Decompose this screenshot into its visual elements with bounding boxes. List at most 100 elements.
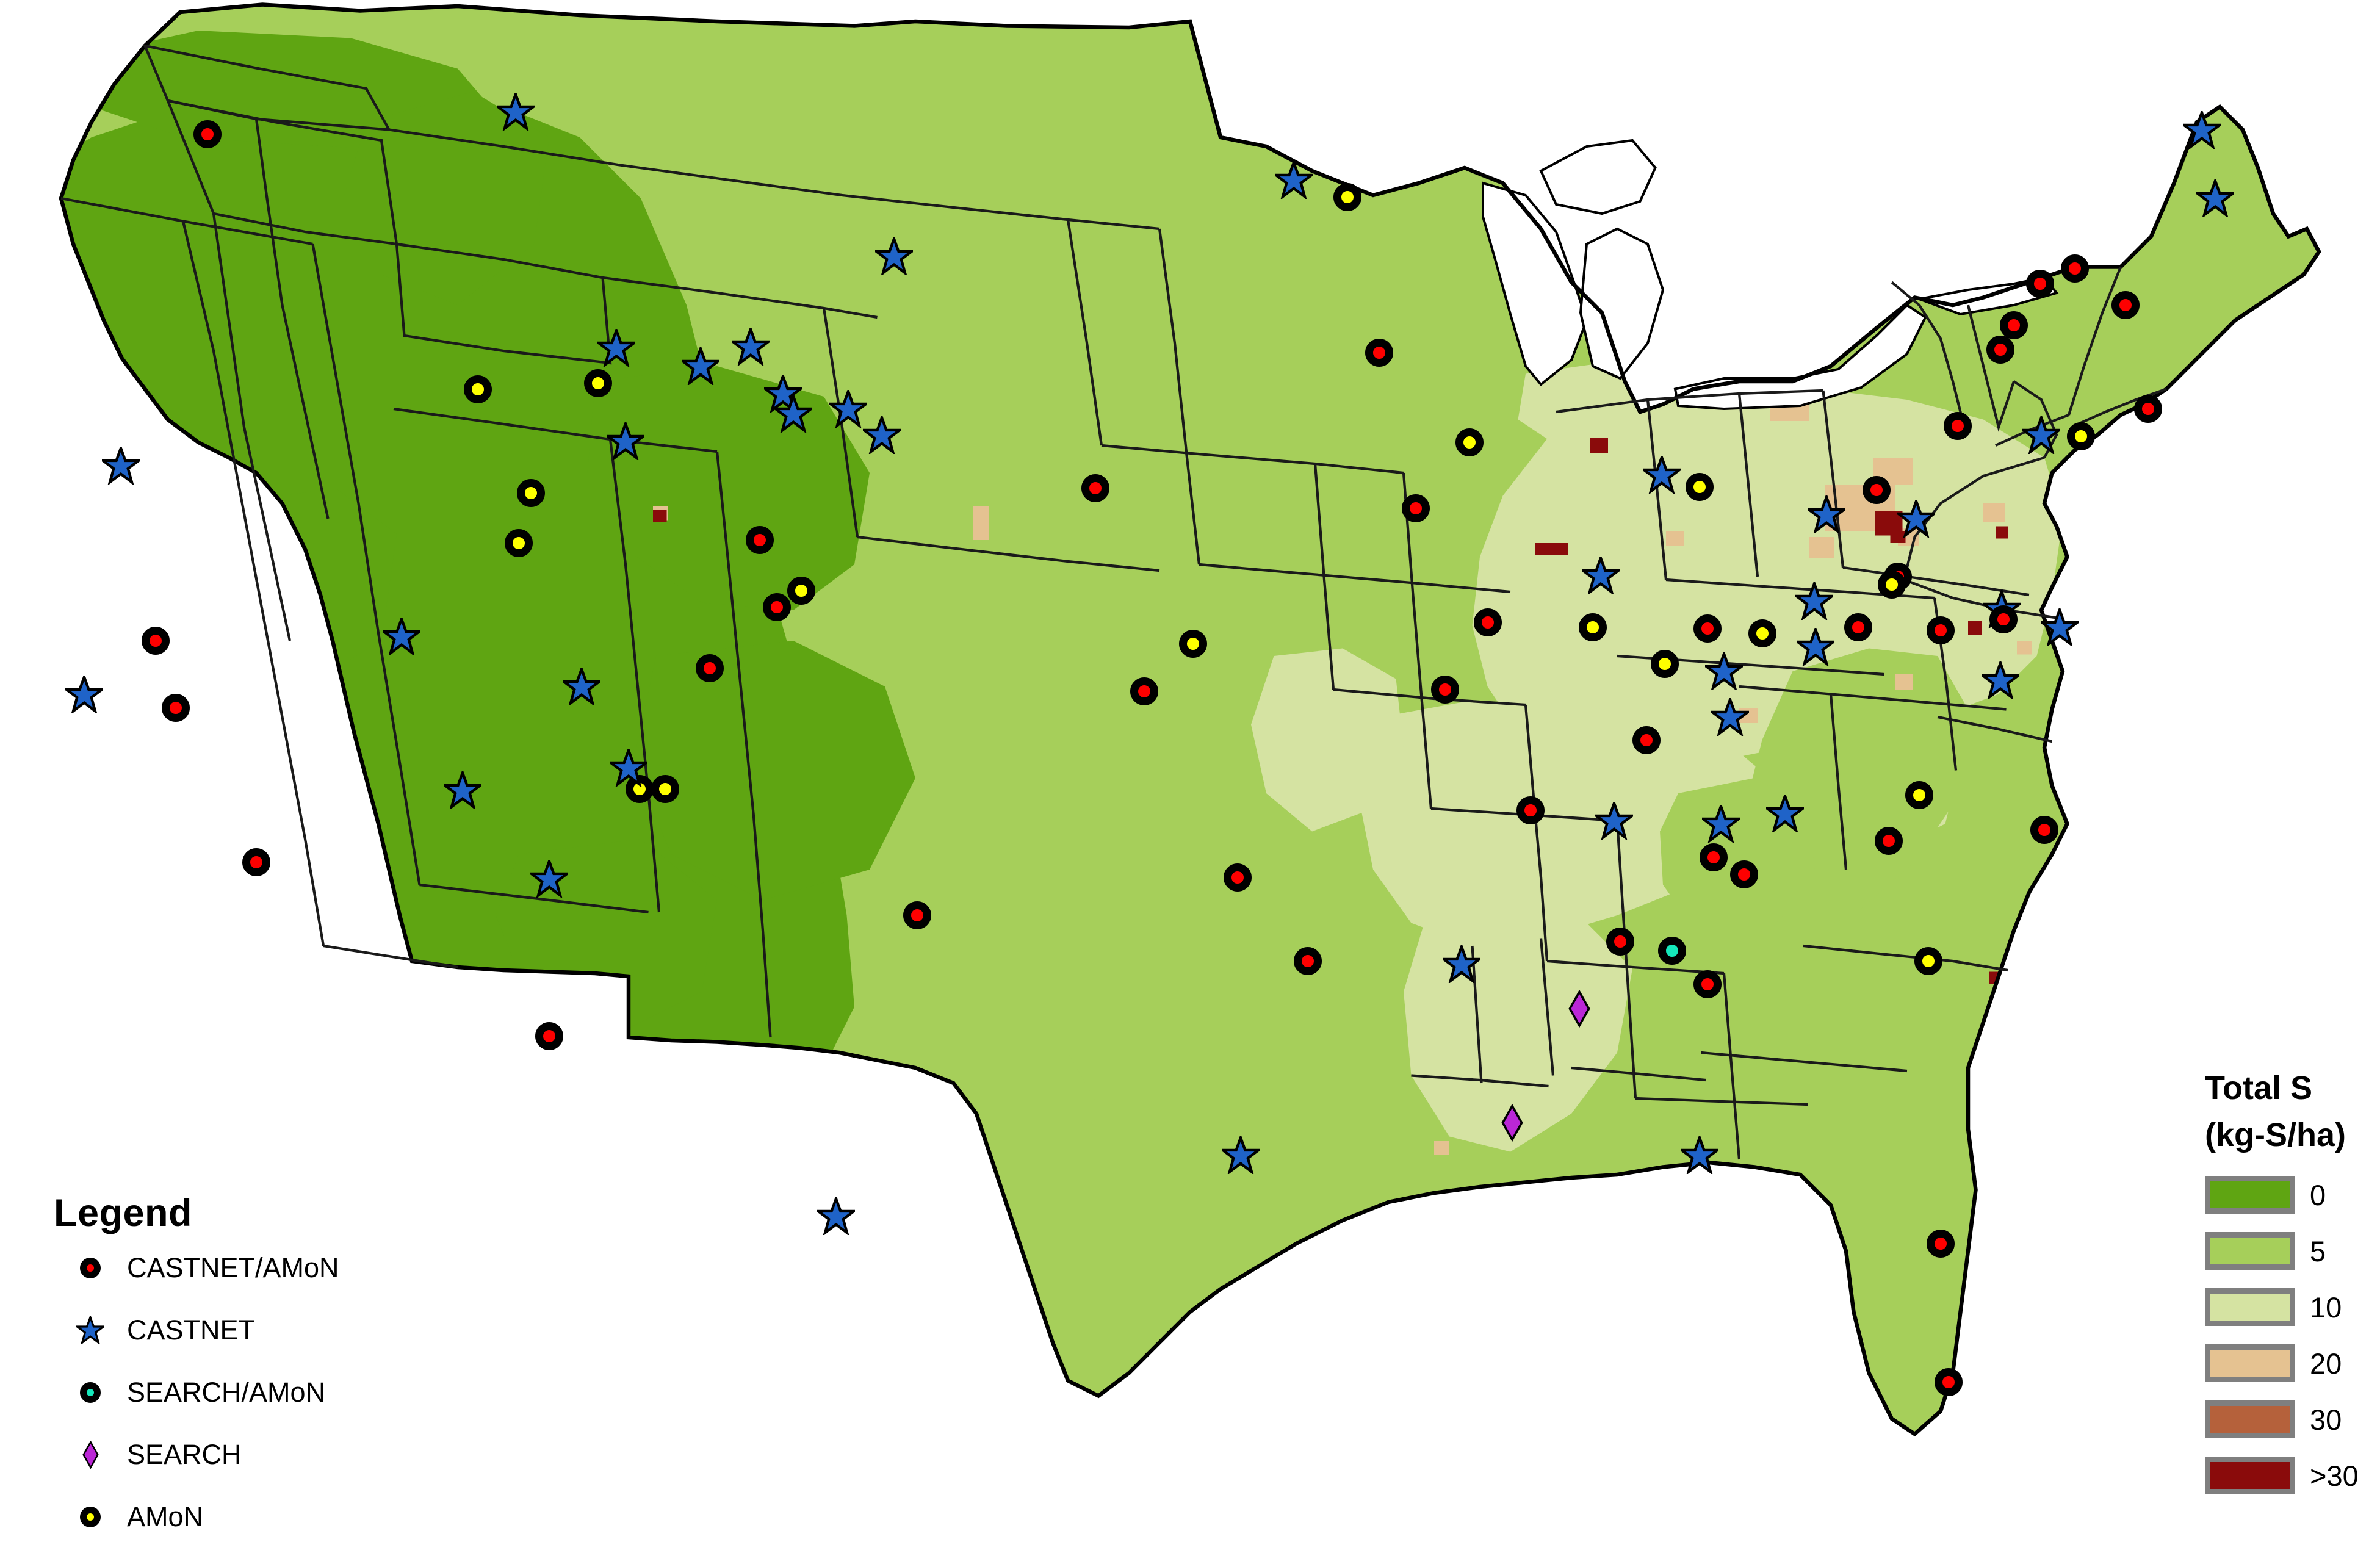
amon-circle-marker[interactable]	[1878, 570, 1906, 599]
color-scale-item-30[interactable]: >30	[2205, 1447, 2376, 1504]
castnet-star-marker[interactable]	[1978, 659, 2022, 701]
amon-circle-marker[interactable]	[1650, 649, 1679, 678]
castnet-amon-circle-marker[interactable]	[142, 627, 170, 655]
castnet-star-marker[interactable]	[860, 413, 904, 455]
castnet-amon-circle-marker[interactable]	[1934, 1368, 1963, 1396]
castnet-star-marker[interactable]	[2179, 108, 2224, 150]
amon-circle-marker[interactable]	[2067, 422, 2095, 450]
amon-circle-marker[interactable]	[505, 529, 533, 557]
amon-circle-marker[interactable]	[517, 478, 545, 507]
castnet-amon-circle-marker[interactable]	[1632, 726, 1661, 754]
castnet-star-marker[interactable]	[1708, 696, 1752, 737]
castnet-star-marker[interactable]	[62, 672, 106, 715]
castnet-star-marker[interactable]	[1794, 625, 1837, 667]
castnet-amon-circle-marker[interactable]	[1989, 605, 2018, 633]
castnet-amon-circle-marker[interactable]	[1430, 676, 1459, 704]
castnet-star-marker[interactable]	[604, 419, 647, 461]
amon-circle-marker[interactable]	[787, 576, 815, 605]
color-scale-item-5[interactable]: 5	[2205, 1223, 2376, 1279]
castnet-star-marker[interactable]	[826, 387, 870, 429]
castnet-amon-circle-marker[interactable]	[2061, 254, 2089, 283]
castnet-star-marker[interactable]	[559, 665, 604, 707]
amon-circle-marker[interactable]	[1333, 182, 1361, 211]
castnet-amon-circle-marker[interactable]	[1473, 608, 1502, 636]
castnet-star-marker[interactable]	[678, 345, 723, 386]
castnet-amon-circle-marker[interactable]	[1130, 677, 1158, 705]
castnet-star-marker[interactable]	[2193, 177, 2237, 218]
castnet-amon-circle-marker[interactable]	[161, 694, 190, 722]
castnet-amon-circle-marker[interactable]	[1699, 843, 1728, 871]
castnet-star-marker[interactable]	[1763, 791, 1807, 834]
castnet-star-marker[interactable]	[1894, 497, 1938, 539]
castnet-amon-circle-marker[interactable]	[1606, 927, 1634, 956]
castnet-star-marker[interactable]	[594, 326, 638, 368]
amon-circle-marker[interactable]	[463, 375, 492, 403]
castnet-star-marker[interactable]	[379, 614, 424, 657]
amon-circle-marker[interactable]	[1905, 780, 1933, 809]
amon-circle-marker[interactable]	[1579, 613, 1607, 641]
legend-item-castnet-amon[interactable]: CASTNET/AMoN	[54, 1239, 456, 1297]
castnet-star-marker[interactable]	[1792, 580, 1836, 621]
legend-item-castnet[interactable]: CASTNET	[54, 1301, 456, 1360]
castnet-star-marker[interactable]	[1218, 1133, 1263, 1175]
castnet-amon-circle-marker[interactable]	[746, 526, 774, 554]
castnet-star-marker[interactable]	[1804, 492, 1848, 535]
castnet-amon-circle-marker[interactable]	[2030, 816, 2058, 844]
castnet-amon-circle-marker[interactable]	[695, 654, 724, 682]
castnet-star-marker[interactable]	[729, 325, 773, 367]
castnet-amon-circle-marker[interactable]	[2000, 311, 2028, 339]
castnet-amon-circle-marker[interactable]	[1223, 863, 1252, 892]
castnet-star-marker[interactable]	[1272, 159, 1316, 200]
castnet-amon-circle-marker[interactable]	[1293, 947, 1322, 975]
color-scale-item-10[interactable]: 10	[2205, 1279, 2376, 1335]
amon-circle-marker[interactable]	[1914, 947, 1942, 975]
castnet-star-marker[interactable]	[98, 444, 143, 486]
castnet-amon-circle-marker[interactable]	[1693, 614, 1722, 643]
color-scale-item-30[interactable]: 30	[2205, 1391, 2376, 1447]
castnet-star-marker[interactable]	[1678, 1133, 1722, 1175]
castnet-star-marker[interactable]	[440, 769, 485, 810]
castnet-amon-circle-marker[interactable]	[1927, 616, 1955, 644]
search-diamond-marker[interactable]	[1501, 1103, 1523, 1142]
castnet-amon-circle-marker[interactable]	[2111, 291, 2140, 319]
castnet-amon-circle-marker[interactable]	[1402, 494, 1430, 522]
castnet-amon-circle-marker[interactable]	[1943, 411, 1972, 440]
color-scale-item-0[interactable]: 0	[2205, 1167, 2376, 1223]
castnet-star-marker[interactable]	[771, 392, 815, 434]
castnet-amon-circle-marker[interactable]	[1986, 335, 2014, 364]
castnet-amon-circle-marker[interactable]	[1693, 970, 1722, 998]
castnet-star-marker[interactable]	[527, 857, 571, 899]
castnet-amon-circle-marker[interactable]	[1516, 796, 1545, 824]
castnet-star-marker[interactable]	[607, 746, 651, 788]
castnet-star-marker[interactable]	[760, 372, 805, 414]
castnet-amon-circle-marker[interactable]	[193, 120, 222, 148]
castnet-amon-circle-marker[interactable]	[2025, 270, 2054, 298]
legend-item-search[interactable]: SEARCH	[54, 1425, 456, 1484]
castnet-star-marker[interactable]	[2019, 413, 2063, 455]
castnet-amon-circle-marker[interactable]	[1729, 860, 1758, 888]
castnet-amon-circle-marker[interactable]	[1844, 613, 1872, 641]
amon-circle-marker[interactable]	[1686, 472, 1714, 501]
castnet-star-marker[interactable]	[1578, 553, 1623, 596]
castnet-amon-circle-marker[interactable]	[2134, 395, 2162, 423]
castnet-star-marker[interactable]	[2038, 605, 2082, 647]
castnet-star-marker[interactable]	[1699, 802, 1743, 844]
castnet-amon-circle-marker[interactable]	[242, 848, 270, 876]
amon-circle-marker[interactable]	[651, 774, 679, 803]
amon-circle-marker[interactable]	[1179, 630, 1207, 658]
castnet-star-marker[interactable]	[1592, 799, 1636, 841]
castnet-amon-circle-marker[interactable]	[903, 901, 931, 929]
castnet-star-marker[interactable]	[1702, 650, 1746, 691]
castnet-amon-circle-marker[interactable]	[1875, 826, 1903, 855]
amon-circle-marker[interactable]	[1748, 619, 1776, 647]
castnet-amon-circle-marker[interactable]	[1081, 474, 1109, 502]
castnet-amon-circle-marker[interactable]	[1365, 338, 1393, 367]
castnet-star-marker[interactable]	[1440, 943, 1484, 984]
castnet-amon-circle-marker[interactable]	[1863, 475, 1891, 504]
search-amon-circle-marker[interactable]	[1658, 936, 1686, 965]
castnet-star-marker[interactable]	[814, 1194, 858, 1236]
castnet-amon-circle-marker[interactable]	[762, 593, 791, 621]
amon-circle-marker[interactable]	[584, 369, 612, 397]
castnet-star-marker[interactable]	[494, 90, 538, 132]
legend-item-search-amon[interactable]: SEARCH/AMoN	[54, 1363, 456, 1422]
